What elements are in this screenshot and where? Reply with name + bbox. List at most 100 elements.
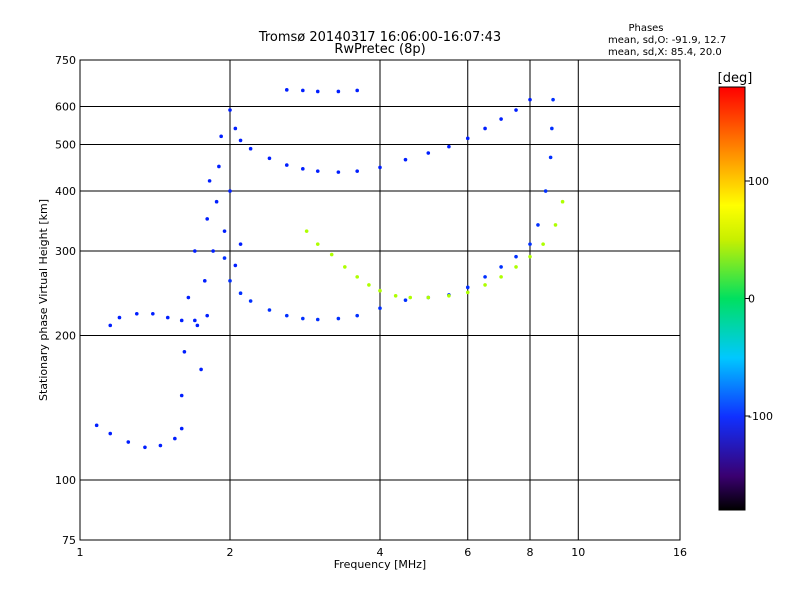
data-point <box>315 317 320 322</box>
data-point <box>355 275 359 279</box>
data-point <box>248 146 253 151</box>
data-point <box>551 97 555 102</box>
colorbar-tick-label: -100 <box>748 410 773 423</box>
data-point <box>126 440 131 444</box>
data-point <box>238 138 243 143</box>
y-tick-label: 400 <box>55 185 76 198</box>
data-point <box>483 283 487 287</box>
x-tick-label: 4 <box>377 546 384 559</box>
data-point <box>228 279 232 283</box>
data-point <box>465 285 470 290</box>
data-point <box>228 108 232 112</box>
colorbar-tick-label: 100 <box>748 175 769 188</box>
x-tick-label: 6 <box>464 546 471 559</box>
data-point <box>117 315 122 320</box>
data-point <box>205 217 209 221</box>
data-point <box>378 288 382 293</box>
data-point <box>108 323 113 328</box>
x-tick-label: 16 <box>673 546 687 559</box>
data-point <box>548 155 553 160</box>
data-point <box>315 89 320 94</box>
data-point <box>151 311 155 316</box>
data-point <box>214 199 219 204</box>
data-point <box>301 167 305 171</box>
data-point <box>143 445 147 450</box>
data-point <box>355 313 359 318</box>
data-point <box>301 316 305 321</box>
x-tick-label: 10 <box>571 546 585 559</box>
data-point <box>329 252 334 257</box>
data-point <box>528 97 532 102</box>
chart-title: Tromsø 20140317 16:06:00-16:07:43 <box>258 30 501 45</box>
data-point <box>336 316 341 321</box>
y-tick-label: 600 <box>55 101 76 114</box>
colorbar-tick-label: 0 <box>748 293 755 306</box>
data-point <box>447 293 451 298</box>
data-point <box>179 393 184 398</box>
data-point <box>426 151 431 155</box>
data-point <box>179 426 184 431</box>
data-point <box>195 323 200 328</box>
data-point <box>393 293 398 298</box>
data-point <box>108 431 113 436</box>
data-point <box>514 108 518 112</box>
data-point <box>238 291 243 296</box>
data-point <box>499 275 503 279</box>
colorbar-label: [deg] <box>718 71 753 86</box>
data-point <box>267 308 272 312</box>
data-point <box>528 242 532 246</box>
data-point <box>222 229 227 233</box>
data-point <box>304 229 309 233</box>
data-point <box>211 249 215 253</box>
data-point <box>483 126 487 131</box>
data-point <box>355 88 359 93</box>
data-point <box>205 313 209 318</box>
data-point <box>202 279 207 283</box>
data-point <box>336 89 341 94</box>
chart-subtitle: RwPretec (8p) <box>334 42 425 57</box>
data-point <box>543 189 548 193</box>
data-point <box>553 223 558 227</box>
data-point <box>514 265 518 269</box>
data-point <box>378 165 382 170</box>
data-point <box>284 88 289 92</box>
data-point <box>367 283 371 287</box>
data-point <box>343 265 347 269</box>
y-tick-label: 200 <box>55 330 76 343</box>
data-point <box>94 423 99 428</box>
data-point <box>267 156 272 161</box>
data-point <box>514 254 518 259</box>
data-point <box>186 295 191 300</box>
data-point <box>447 144 451 149</box>
data-point <box>165 315 170 320</box>
data-point <box>233 263 238 268</box>
data-point <box>408 295 413 300</box>
data-point <box>248 299 253 303</box>
data-point <box>222 256 227 260</box>
data-point <box>536 223 540 227</box>
data-point <box>238 242 243 246</box>
data-point <box>284 313 289 318</box>
data-point <box>158 443 163 448</box>
x-axis-label: Frequency [MHz] <box>334 558 426 571</box>
stats-line-x: mean, sd,X: 85.4, 20.0 <box>608 47 722 58</box>
stats-line-o: mean, sd,O: -91.9, 12.7 <box>608 35 726 46</box>
y-tick-label: 75 <box>62 534 76 547</box>
data-point <box>134 311 139 316</box>
data-point <box>315 169 320 173</box>
data-point <box>228 189 232 193</box>
data-point <box>541 242 545 246</box>
data-point <box>315 242 320 246</box>
data-point <box>355 169 359 173</box>
data-point <box>550 126 554 131</box>
data-point <box>179 318 184 323</box>
axis-ticks: 1 2 4 6 8 10 16 75 100 200 300 400 500 600 750 <box>55 54 687 559</box>
data-point <box>193 318 197 323</box>
data-point <box>483 275 487 279</box>
data-point <box>217 164 221 169</box>
x-tick-label: 8 <box>527 546 534 559</box>
data-point <box>403 157 408 162</box>
x-tick-label: 1 <box>77 546 84 559</box>
data-point <box>336 170 341 174</box>
